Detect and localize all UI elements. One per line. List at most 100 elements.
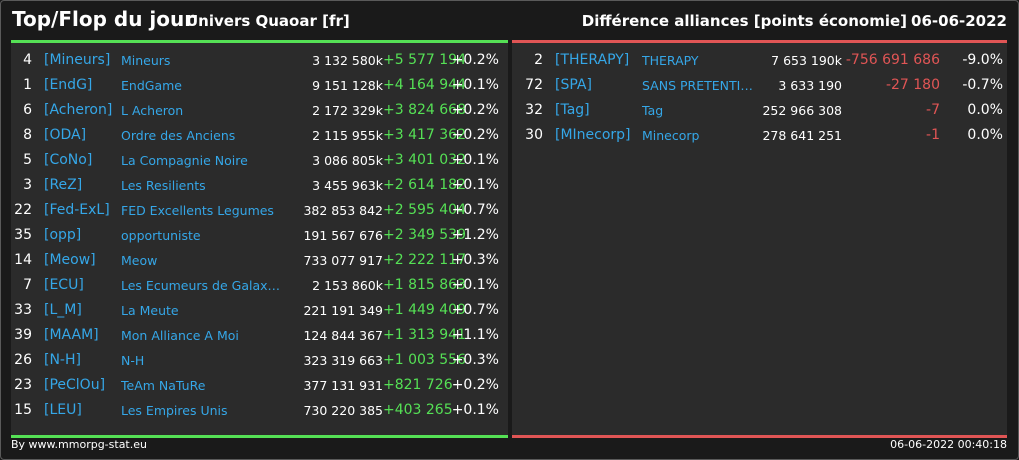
top-row: 14 [Meow] Meow 733 077 917 +2 222 117 +0.3% (11, 248, 508, 273)
alliance-points: 730 220 385 (303, 403, 383, 418)
alliance-rank: 23 (14, 377, 32, 393)
alliance-points: 3 132 580k (312, 53, 383, 68)
alliance-name-link[interactable]: N-H (121, 353, 145, 368)
alliance-tag-link[interactable]: [MAAM] (44, 327, 99, 343)
top-row: 26 [N-H] N-H 323 319 663 +1 003 556 +0.3% (11, 348, 508, 373)
top-row: 5 [CoNo] La Compagnie Noire 3 086 805k +3 40… (11, 148, 508, 173)
percent-change: +0.2% (451, 377, 499, 393)
alliance-rank: 5 (23, 152, 32, 168)
percent-change: -9.0% (962, 52, 1003, 68)
alliance-points: 3 086 805k (312, 153, 383, 168)
alliance-name-link[interactable]: Mineurs (121, 53, 171, 68)
top-row: 6 [Acheron] L Acheron 2 172 329k +3 824 668 +… (11, 98, 508, 123)
alliance-points: 9 151 128k (312, 78, 383, 93)
alliance-rank: 32 (525, 102, 543, 118)
alliance-tag-link[interactable]: [THERAPY] (555, 52, 630, 68)
percent-change: +0.1% (451, 277, 499, 293)
header-date: 06-06-2022 (911, 12, 1007, 30)
alliance-tag-link[interactable]: [Fed-ExL] (44, 202, 110, 218)
alliance-points: 124 844 367 (303, 328, 383, 343)
percent-change: +0.2% (451, 127, 499, 143)
alliance-points: 252 966 308 (762, 103, 842, 118)
alliance-tag-link[interactable]: [Mineurs] (44, 52, 111, 68)
alliance-rank: 14 (14, 252, 32, 268)
percent-change: +0.3% (451, 252, 499, 268)
points-difference: +1 003 556 (383, 352, 466, 368)
alliance-rank: 33 (14, 302, 32, 318)
percent-change: +0.7% (451, 202, 499, 218)
points-difference: +2 614 182 (383, 177, 466, 193)
percent-change: 0.0% (967, 102, 1003, 118)
top-row: 22 [Fed-ExL] FED Excellents Legumes 382 853… (11, 198, 508, 223)
alliance-points: 2 115 955k (312, 128, 383, 143)
alliance-name-link[interactable]: Les Resilients (121, 178, 206, 193)
alliance-rank: 15 (14, 402, 32, 418)
top-row: 1 [EndG] EndGame 9 151 128k +4 164 944 +0.1% (11, 73, 508, 98)
points-difference: +1 815 863 (383, 277, 466, 293)
alliance-tag-link[interactable]: [L_M] (44, 302, 82, 318)
alliance-name-link[interactable]: Ordre des Anciens (121, 128, 236, 143)
points-difference: -1 (926, 127, 940, 143)
flop-row: 72 [SPA] SANS PRETENTIO... 3 633 190 -27 180… (512, 73, 1007, 98)
alliance-tag-link[interactable]: [Tag] (555, 102, 590, 118)
percent-change: 0.0% (967, 127, 1003, 143)
alliance-tag-link[interactable]: [SPA] (555, 77, 592, 93)
alliance-name-link[interactable]: FED Excellents Legumes (121, 203, 274, 218)
points-difference: +2 222 117 (383, 252, 466, 268)
alliance-tag-link[interactable]: [ReZ] (44, 177, 83, 193)
percent-change: +0.1% (451, 77, 499, 93)
alliance-tag-link[interactable]: [opp] (44, 227, 82, 243)
alliance-points: 733 077 917 (303, 253, 383, 268)
alliance-tag-link[interactable]: [CoNo] (44, 152, 93, 168)
alliance-rank: 39 (14, 327, 32, 343)
alliance-name-link[interactable]: Les Ecumeurs de Galaxies (121, 278, 283, 293)
alliance-rank: 4 (23, 52, 32, 68)
alliance-name-link[interactable]: Minecorp (642, 128, 700, 143)
alliance-name-link[interactable]: Mon Alliance A Moi (121, 328, 239, 343)
alliance-tag-link[interactable]: [Meow] (44, 252, 96, 268)
alliance-tag-link[interactable]: [ODA] (44, 127, 87, 143)
alliance-points: 2 153 860k (312, 278, 383, 293)
points-difference: -27 180 (885, 77, 940, 93)
alliance-name-link[interactable]: Meow (121, 253, 158, 268)
alliance-name-link[interactable]: THERAPY (642, 53, 699, 68)
alliance-points: 377 131 931 (303, 378, 383, 393)
alliance-rank: 1 (23, 77, 32, 93)
alliance-name-link[interactable]: opportuniste (121, 228, 201, 243)
points-difference: +1 449 409 (383, 302, 466, 318)
alliance-name-link[interactable]: SANS PRETENTIO... (642, 78, 758, 93)
alliance-name-link[interactable]: La Compagnie Noire (121, 153, 248, 168)
alliance-points: 3 633 190 (778, 78, 842, 93)
top-row: 23 [PeClOu] TeAm NaTuRe 377 131 931 +821 726… (11, 373, 508, 398)
points-difference: +4 164 944 (383, 77, 466, 93)
percent-change: +0.1% (451, 152, 499, 168)
flop-panel: 2 [THERAPY] THERAPY 7 653 190k -756 691 686 -… (512, 40, 1007, 438)
alliance-tag-link[interactable]: [LEU] (44, 402, 82, 418)
alliance-name-link[interactable]: EndGame (121, 78, 182, 93)
percent-change: +0.1% (451, 177, 499, 193)
alliance-rank: 26 (14, 352, 32, 368)
alliance-tag-link[interactable]: [MInecorp] (555, 127, 631, 143)
alliance-name-link[interactable]: L Acheron (121, 103, 184, 118)
alliance-name-link[interactable]: Les Empires Unis (121, 403, 228, 418)
comparison-title: Différence alliances [points économie] (581, 12, 907, 30)
alliance-tag-link[interactable]: [PeClOu] (44, 377, 106, 393)
alliance-tag-link[interactable]: [N-H] (44, 352, 81, 368)
alliance-tag-link[interactable]: [EndG] (44, 77, 93, 93)
flop-row: 30 [MInecorp] Minecorp 278 641 251 -1 0.0% (512, 123, 1007, 148)
alliance-tag-link[interactable]: [ECU] (44, 277, 84, 293)
percent-change: +0.2% (451, 102, 499, 118)
header: Top/Flop du jour Univers Quaoar [fr] Dif… (0, 0, 1019, 40)
percent-change: +0.7% (451, 302, 499, 318)
top-row: 15 [LEU] Les Empires Unis 730 220 385 +403 2… (11, 398, 508, 423)
alliance-name-link[interactable]: TeAm NaTuRe (121, 378, 206, 393)
alliance-name-link[interactable]: Tag (642, 103, 664, 118)
top-row: 4 [Mineurs] Mineurs 3 132 580k +5 577 194 +0.… (11, 48, 508, 73)
alliance-rank: 8 (23, 127, 32, 143)
alliance-rank: 3 (23, 177, 32, 193)
points-difference: +821 726 (383, 377, 453, 393)
alliance-tag-link[interactable]: [Acheron] (44, 102, 113, 118)
points-difference: +3 401 032 (383, 152, 466, 168)
alliance-rank: 7 (23, 277, 32, 293)
alliance-name-link[interactable]: La Meute (121, 303, 179, 318)
